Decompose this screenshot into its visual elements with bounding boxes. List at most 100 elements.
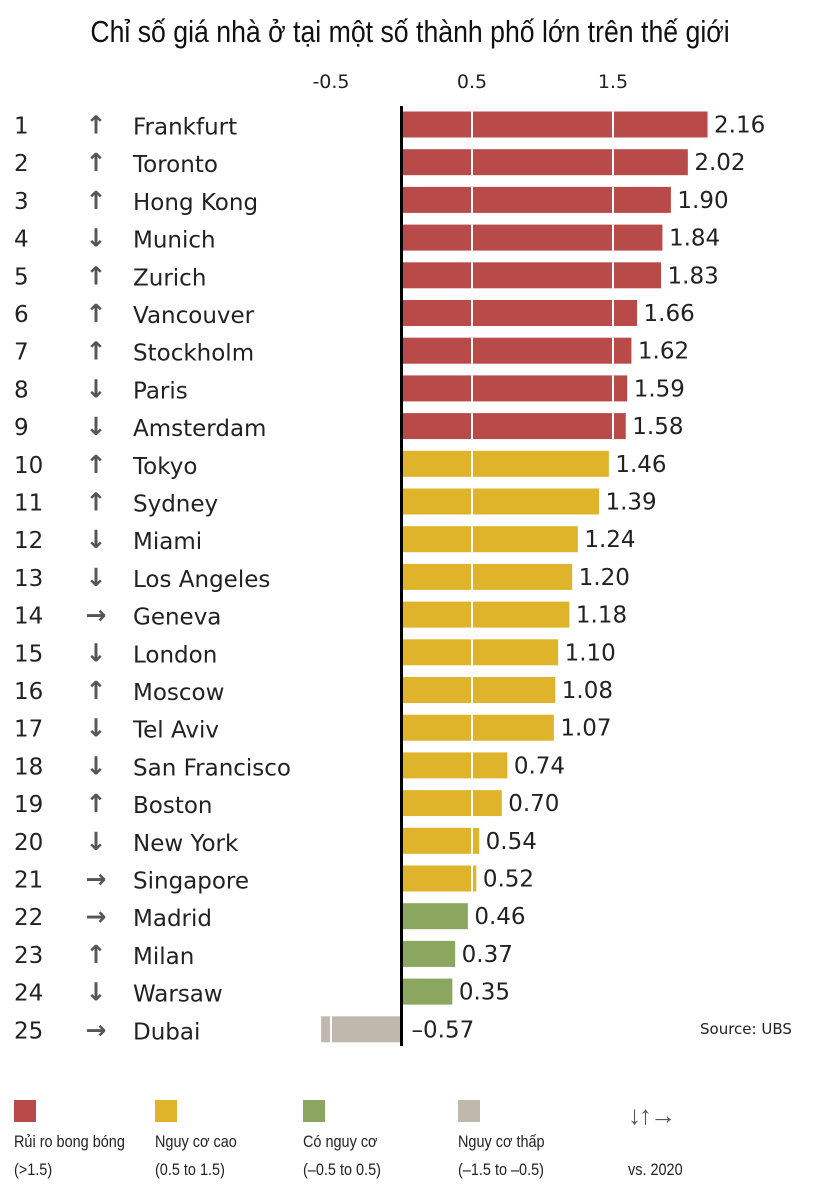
legend-item-high: Nguy cơ cao (0.5 to 1.5)	[155, 1100, 251, 1180]
value-label: –0.57	[412, 1017, 475, 1043]
rank-label: 8	[14, 377, 29, 403]
city-label: Dubai	[133, 1019, 200, 1045]
rank-label: 10	[14, 453, 43, 479]
bar	[403, 563, 573, 590]
rank-label: 14	[14, 604, 43, 630]
trend-down-icon: ↓	[86, 638, 107, 667]
bar	[403, 865, 477, 892]
bar	[403, 450, 609, 477]
value-label: 1.90	[677, 188, 728, 214]
rank-label: 3	[14, 189, 29, 215]
trend-down-icon: ↓	[86, 412, 107, 441]
value-label: 0.54	[486, 829, 537, 855]
trend-right-icon: →	[86, 865, 107, 894]
trend-right-icon: →	[86, 902, 107, 931]
bar	[403, 413, 626, 440]
value-label: 1.10	[565, 640, 616, 666]
city-label: Sydney	[133, 492, 218, 518]
bar	[403, 224, 663, 251]
bar	[403, 526, 578, 553]
rank-label: 7	[14, 340, 29, 366]
rank-label: 11	[14, 491, 43, 517]
rank-label: 1	[14, 114, 29, 140]
rank-label: 12	[14, 528, 43, 554]
bar	[403, 601, 570, 628]
bar	[403, 488, 599, 515]
rank-label: 22	[14, 905, 43, 931]
trend-up-icon: ↑	[86, 261, 107, 290]
trend-down-icon: ↓	[86, 224, 107, 253]
legend-swatch	[458, 1100, 480, 1122]
rank-label: 20	[14, 830, 43, 856]
chart-title: Chỉ số giá nhà ở tại một số thành phố lớ…	[90, 14, 730, 49]
bar	[403, 714, 554, 741]
city-label: London	[133, 642, 217, 668]
city-label: Hong Kong	[133, 190, 258, 216]
trend-down-icon: ↓	[86, 714, 107, 743]
trend-up-icon: ↑	[86, 488, 107, 517]
rank-label: 16	[14, 679, 43, 705]
trend-right-icon: →	[86, 1015, 107, 1044]
city-label: San Francisco	[133, 755, 291, 781]
rank-label: 17	[14, 717, 43, 743]
legend-range: (0.5 to 1.5)	[155, 1160, 225, 1179]
rank-label: 9	[14, 415, 29, 441]
trend-legend-label: vs. 2020	[628, 1160, 683, 1179]
city-label: Boston	[133, 793, 213, 819]
value-label: 2.16	[714, 113, 765, 139]
bar	[321, 1016, 402, 1043]
rank-label: 2	[14, 151, 29, 177]
city-label: Miami	[133, 529, 202, 555]
city-label: New York	[133, 831, 239, 857]
legend-spacer	[628, 1132, 683, 1152]
trend-down-icon: ↓	[86, 751, 107, 780]
x-tick-label: 1.5	[598, 71, 628, 93]
rank-label: 15	[14, 641, 43, 667]
bar	[403, 790, 502, 817]
trend-up-icon: ↑	[86, 450, 107, 479]
value-label: 1.46	[615, 452, 666, 478]
trend-down-icon: ↓	[86, 978, 107, 1007]
city-label: Tel Aviv	[132, 718, 219, 744]
rank-label: 4	[14, 227, 29, 253]
rank-label: 6	[14, 302, 29, 328]
trend-down-icon: ↓	[86, 563, 107, 592]
city-label: Geneva	[133, 605, 221, 631]
value-label: 1.20	[579, 565, 630, 591]
city-label: Zurich	[133, 265, 206, 291]
city-label: Paris	[133, 378, 188, 404]
value-label: 1.24	[584, 527, 635, 553]
trend-arrows-icon: ↓↑→	[628, 1100, 676, 1130]
value-label: 1.18	[576, 603, 627, 629]
value-label: 1.84	[669, 226, 720, 252]
rank-label: 18	[14, 754, 43, 780]
legend-item-low: Nguy cơ thấp (–1.5 to –0.5)	[458, 1100, 560, 1180]
value-label: 0.74	[514, 753, 565, 779]
bar	[403, 149, 688, 176]
value-label: 1.08	[562, 678, 613, 704]
bar	[403, 186, 671, 213]
city-label: Milan	[133, 944, 194, 970]
city-label: Vancouver	[133, 303, 255, 329]
value-label: 0.70	[508, 791, 559, 817]
city-label: Madrid	[133, 906, 212, 932]
bar	[403, 677, 556, 703]
legend-label: Có nguy cơ	[303, 1132, 378, 1151]
bar-chart: -0.5 0.5 1.5 1 ↑ Frankfurt 2.16 2 ↑ Toronto 2.02 3 ↑…	[14, 71, 765, 1046]
bar	[403, 978, 453, 1005]
rank-label: 5	[14, 264, 29, 290]
value-label: 1.66	[644, 301, 695, 327]
legend-label: Nguy cơ thấp	[458, 1132, 545, 1151]
legend-range: (>1.5)	[14, 1160, 53, 1179]
city-label: Los Angeles	[133, 567, 270, 593]
bar	[403, 827, 480, 854]
x-tick-label: -0.5	[312, 71, 349, 93]
legend-range: (–0.5 to 0.5)	[303, 1160, 381, 1179]
legend-item-bubble: Rủi ro bong bóng (>1.5)	[14, 1100, 144, 1180]
x-tick-label: 0.5	[457, 71, 487, 93]
rank-label: 25	[14, 1018, 43, 1044]
bar	[403, 111, 708, 138]
value-label: 1.07	[560, 716, 611, 742]
city-label: Amsterdam	[133, 416, 266, 442]
value-label: 0.46	[474, 904, 525, 930]
